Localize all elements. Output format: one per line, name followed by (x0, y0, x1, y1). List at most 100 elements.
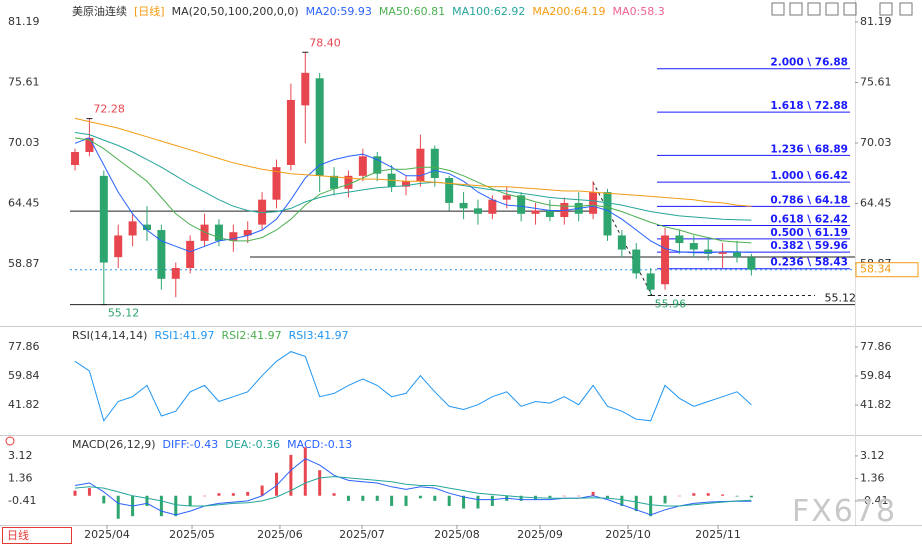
candle-body (560, 202, 569, 218)
settings-icon[interactable] (5, 436, 15, 446)
icon[interactable] (789, 2, 803, 16)
candle-body (459, 202, 468, 209)
candle-body (689, 243, 698, 250)
price-annotation: 72.28 (93, 103, 125, 116)
macd-bar (346, 495, 350, 501)
macd-bar (605, 495, 609, 499)
macd-bar (303, 447, 307, 496)
macd-bar (677, 495, 681, 497)
legend-item: RSI3:41.97 (288, 329, 349, 342)
macd-bar (188, 495, 192, 506)
icon[interactable] (843, 2, 857, 16)
candle-body (200, 224, 209, 241)
x-tick-label: 2025/09 (517, 528, 563, 541)
candle-body (589, 192, 598, 214)
y-tick-label: 59.84 (8, 369, 40, 382)
candle-body (85, 137, 94, 152)
candle-body (416, 148, 425, 182)
fib-label: 0.618 \ 62.42 (770, 213, 848, 225)
candle-body (114, 235, 123, 258)
fib-label: 1.236 \ 68.89 (770, 143, 848, 155)
candle-body (315, 78, 324, 176)
period: [日线] (134, 5, 165, 18)
icon[interactable] (899, 2, 913, 16)
period-button[interactable]: 日线 (2, 527, 72, 544)
macd-bar (476, 495, 480, 509)
icon[interactable] (879, 2, 893, 16)
indicator-line (74, 351, 752, 422)
legend-item: MA20:59.93 (305, 5, 372, 18)
watermark: FX678 (792, 494, 898, 529)
macd-bar (577, 495, 581, 497)
macd-bar (318, 470, 322, 496)
fib-label: 0.236 \ 58.43 (770, 257, 848, 269)
macd-bar (116, 495, 120, 519)
macd-bar (433, 495, 437, 501)
macd-bar (634, 495, 638, 512)
legend-item: MA50:60.81 (378, 5, 446, 18)
candle-body (214, 224, 223, 241)
macd-bar (462, 495, 466, 509)
candle-body (358, 156, 367, 176)
candle-body (157, 230, 166, 279)
macd-bar (231, 493, 235, 496)
macd-bar (375, 495, 379, 501)
y-tick-label-right: 64.45 (860, 196, 892, 209)
candle-body (330, 175, 339, 189)
y-tick-label: 75.61 (8, 75, 40, 88)
macd-bar (548, 495, 552, 499)
y-tick-label: 70.03 (8, 136, 40, 149)
y-tick-label-right: 77.86 (860, 340, 892, 353)
icon[interactable] (771, 2, 785, 16)
candle-body (301, 72, 310, 106)
macd-bar (87, 488, 91, 496)
macd-bar (174, 495, 178, 517)
price-annotation: 55.12 (108, 307, 140, 320)
candle-body (502, 195, 511, 200)
icon[interactable] (807, 2, 821, 16)
macd-bar (562, 495, 566, 497)
macd-bar (649, 495, 653, 517)
candle-body (229, 232, 238, 241)
macd-bar (447, 495, 451, 506)
candle-body (430, 148, 439, 179)
y-tick-label-right: 70.03 (860, 136, 892, 149)
x-tick-label: 2025/07 (339, 528, 385, 541)
candle-body (344, 175, 353, 189)
fib-label: 1.000 \ 66.42 (770, 170, 848, 182)
indicator-name: MA(20,50,100,200,0,0) (171, 5, 299, 18)
fib-label: 0.786 \ 64.18 (770, 194, 848, 206)
macd-bar (203, 495, 207, 497)
candle-body (171, 267, 180, 279)
candle-body (142, 224, 151, 231)
candle-body (488, 199, 497, 214)
candle-body (545, 210, 554, 218)
icon[interactable] (825, 2, 839, 16)
y-tick-label: 3.12 (8, 449, 33, 462)
macd-bar (260, 485, 264, 496)
legend-item: DIFF:-0.43 (162, 438, 219, 451)
indicator-line (74, 132, 752, 221)
candle-body (603, 192, 612, 236)
y-tick-label-right: 81.19 (860, 15, 892, 28)
macd-bar (145, 495, 149, 506)
macd-bar (217, 493, 221, 496)
y-tick-label: 58.87 (8, 257, 40, 270)
macd-bar (620, 495, 624, 506)
macd-bar (246, 491, 250, 496)
macd-bar (490, 495, 494, 506)
legend-item: MA100:62.92 (452, 5, 526, 18)
y-tick-label: -0.41 (8, 494, 36, 507)
candle-body (71, 151, 80, 165)
candle-body (632, 249, 641, 274)
macd-bar (706, 493, 710, 496)
x-tick-label: 2025/04 (84, 528, 130, 541)
y-tick-label-right: 59.84 (860, 369, 892, 382)
y-tick-label-right: 1.36 (860, 471, 885, 484)
candle-body (732, 251, 741, 258)
candle-body (675, 235, 684, 244)
macd-bar (663, 495, 667, 504)
legend-item: MACD:-0.13 (287, 438, 353, 451)
price-annotation: 78.40 (309, 36, 341, 49)
